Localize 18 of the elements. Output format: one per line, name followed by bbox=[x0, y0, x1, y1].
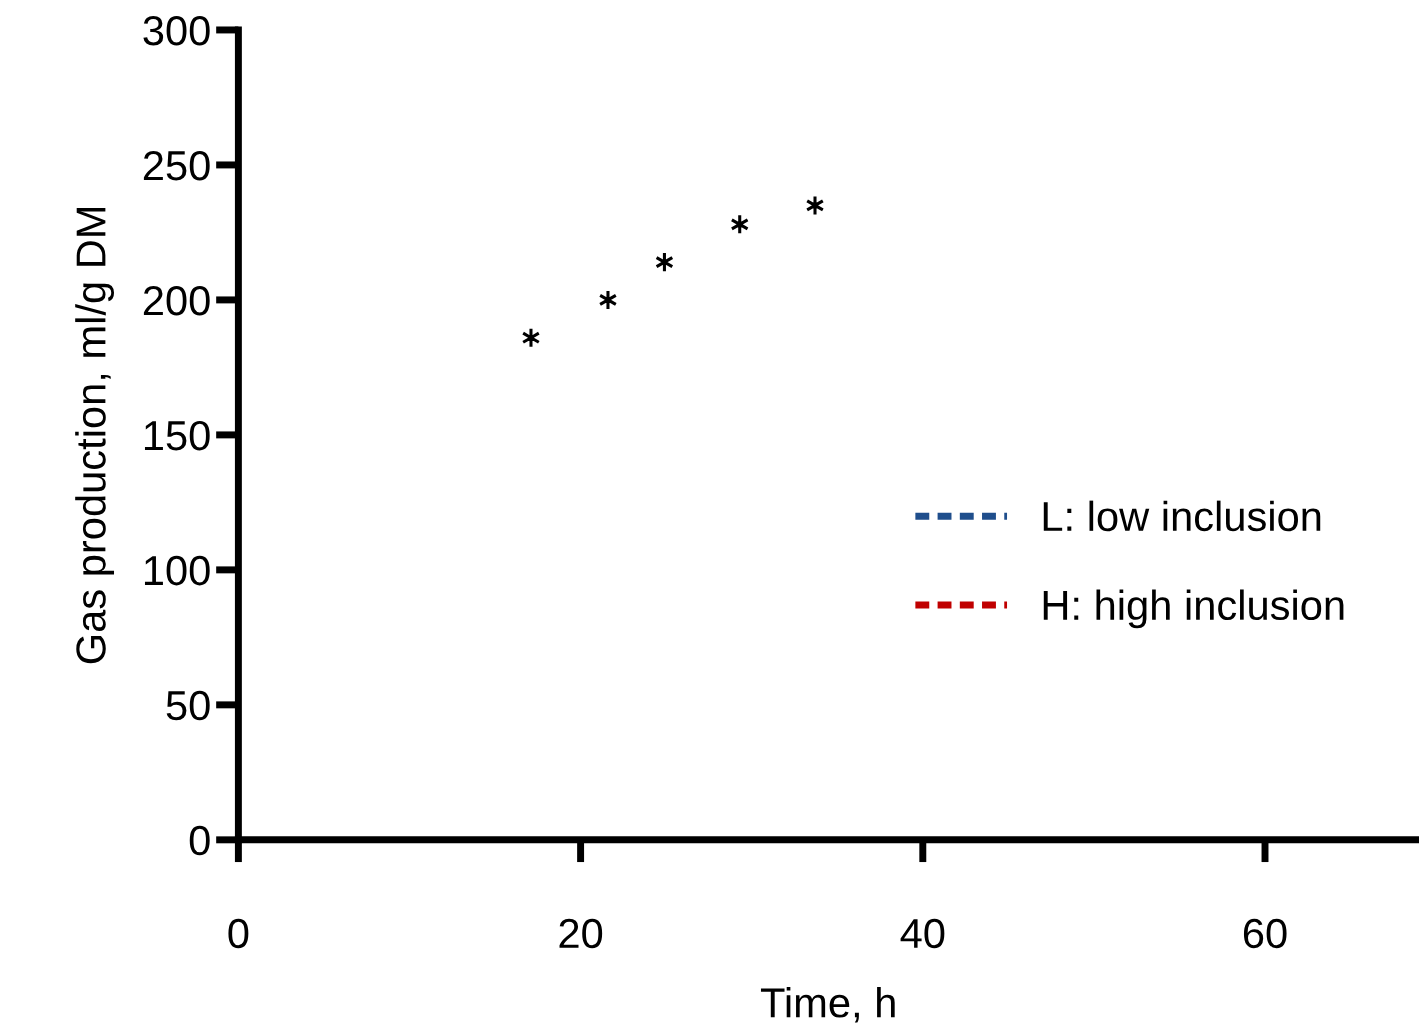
legend-label: L: low inclusion bbox=[1043, 500, 1321, 532]
x-axis-title: Time, h bbox=[760, 987, 895, 1023]
x-tick-label: 0 bbox=[228, 918, 249, 949]
point bbox=[521, 327, 541, 349]
y-tick-label: 200 bbox=[143, 285, 210, 316]
x-tick-label: 20 bbox=[559, 918, 603, 949]
y-tick-label: 0 bbox=[189, 825, 210, 856]
y-axis-title: Gas production, ml/g DM bbox=[75, 207, 115, 664]
y-tick-label: 150 bbox=[144, 420, 210, 451]
y-tick-label: 100 bbox=[144, 555, 210, 586]
x-tick-label: 60 bbox=[1243, 918, 1287, 949]
x-tick-label: 40 bbox=[900, 918, 945, 949]
legend-label: H: high inclusion bbox=[1043, 589, 1344, 629]
y-tick-label: 300 bbox=[143, 15, 210, 46]
point bbox=[805, 194, 825, 216]
point bbox=[598, 289, 618, 311]
y-tick-label: 50 bbox=[166, 690, 210, 721]
y-tick-label: 250 bbox=[143, 150, 210, 181]
